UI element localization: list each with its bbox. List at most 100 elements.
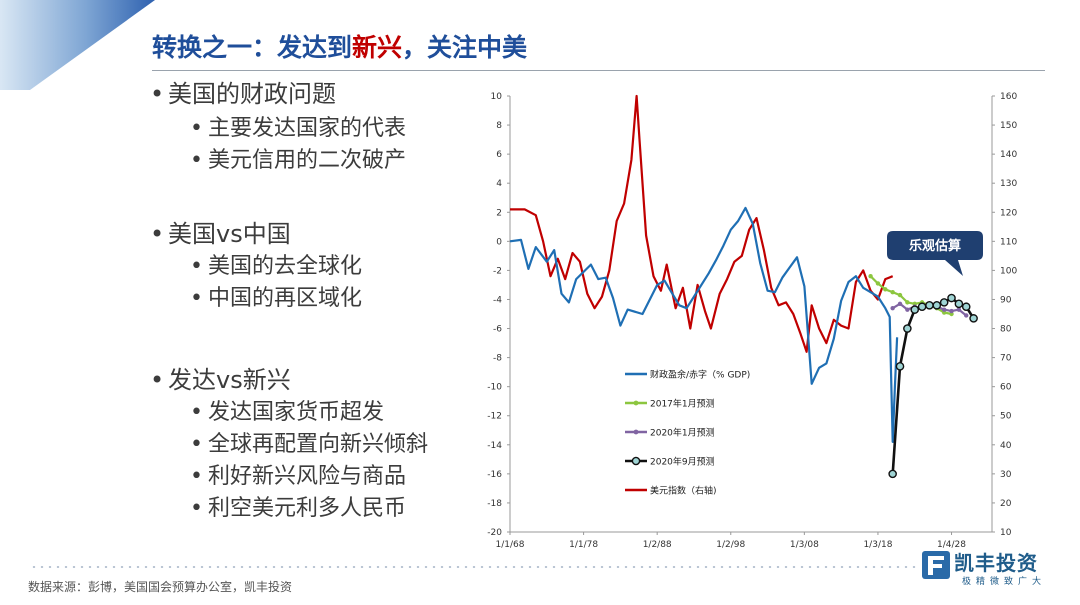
y-right-tick-label: 80	[1000, 325, 1012, 335]
bullet-dot: •	[190, 400, 203, 425]
x-tick-label: 1/2/98	[716, 540, 745, 550]
y-right-tick-label: 30	[1000, 470, 1012, 480]
y-right-tick-label: 90	[1000, 295, 1012, 305]
callout-label: 乐观估算	[909, 238, 961, 254]
series-point	[964, 313, 969, 318]
bullet-text: 利空美元利多人民币	[208, 496, 407, 521]
series-line	[891, 296, 975, 474]
bullet-dot: •	[190, 464, 203, 489]
y-left-tick-label: -12	[487, 412, 502, 422]
bullet-item: • 美国的财政问题	[150, 74, 336, 109]
x-tick-label: 1/3/08	[790, 540, 819, 550]
logo-tagline: 极精微致广大	[962, 577, 1047, 587]
series-point	[883, 287, 888, 292]
x-tick-label: 1/1/78	[569, 540, 598, 550]
dotted-separator	[30, 566, 920, 568]
series-point	[910, 305, 920, 314]
series-line	[509, 206, 899, 443]
y-right-tick-label: 10	[1000, 528, 1012, 538]
series-point	[954, 299, 964, 309]
series-point	[868, 274, 873, 279]
bullet-text: 发达国家货币超发	[208, 400, 385, 425]
deficit-dollar-chart: 1086420-2-4-6-8-10-12-14-16-18-201601501…	[487, 92, 1017, 550]
x-tick-label: 1/3/18	[863, 540, 892, 550]
y-left-tick-label: 8	[496, 121, 502, 131]
legend-label: 财政盈余/赤字（% GDP)	[650, 369, 750, 381]
x-tick-label: 1/4/28	[937, 540, 966, 550]
bullet-text: 美国的去全球化	[208, 254, 363, 279]
y-right-tick-label: 120	[1000, 208, 1017, 218]
y-right-tick-label: 40	[1000, 441, 1012, 451]
sub-bullet-item: • 利空美元利多人民币	[190, 490, 406, 522]
sub-bullet-item: • 主要发达国家的代表	[190, 110, 406, 142]
legend-marker	[633, 400, 639, 406]
sub-bullet-item: • 全球再配置向新兴倾斜	[190, 426, 428, 458]
sub-bullet-item: • 发达国家货币超发	[190, 394, 384, 426]
series-point	[932, 300, 942, 310]
callout-bubble	[887, 231, 983, 276]
bullet-text: 中国的再区域化	[208, 286, 363, 311]
bullet-dot: •	[190, 496, 203, 521]
y-right-tick-label: 140	[1000, 150, 1017, 160]
series-point	[905, 300, 910, 305]
bullet-text: 美国的财政问题	[168, 80, 336, 108]
sub-bullet-item: • 美国的去全球化	[190, 248, 362, 280]
y-left-tick-label: -2	[493, 266, 502, 276]
sub-bullet-item: • 利好新兴风险与商品	[190, 458, 406, 490]
title-highlight: 新兴	[352, 33, 403, 62]
x-tick-label: 1/2/88	[643, 540, 672, 550]
logo-mark-icon	[922, 551, 950, 579]
series-point	[890, 305, 895, 311]
y-left-tick-label: -8	[493, 354, 502, 364]
series-point	[949, 308, 954, 314]
legend-label: 2020年9月预测	[650, 456, 715, 468]
title-divider	[152, 70, 1045, 71]
series-point	[961, 302, 971, 312]
title-part1: 转换之一：发达到	[152, 33, 353, 62]
y-right-tick-label: 160	[1000, 92, 1017, 102]
y-left-tick-label: -16	[487, 470, 502, 480]
y-left-tick-label: -20	[487, 528, 502, 538]
series-point	[897, 292, 903, 298]
y-right-tick-label: 50	[1000, 412, 1012, 422]
bullet-text: 全球再配置向新兴倾斜	[208, 432, 429, 457]
y-left-tick-label: -6	[493, 325, 502, 335]
source-note: 数据来源：彭博，美国国会预算办公室，凯丰投资	[28, 580, 293, 594]
bullet-text: 利好新兴风险与商品	[208, 464, 407, 489]
series-point	[925, 300, 934, 310]
sub-bullet-item: • 美元信用的二次破产	[190, 142, 406, 174]
y-left-tick-label: 4	[496, 179, 502, 189]
bullet-dot: •	[190, 254, 203, 279]
bullet-dot: •	[190, 148, 203, 173]
page-title: 转换之一：发达到新兴，关注中美	[152, 28, 527, 64]
series-point	[941, 307, 947, 312]
series-point	[939, 298, 949, 307]
title-part2: ，关注中美	[402, 33, 528, 62]
bullet-text: 美元信用的二次破产	[208, 148, 407, 173]
bullet-dot: •	[150, 80, 165, 108]
y-right-tick-label: 70	[1000, 354, 1012, 364]
y-left-tick-label: -14	[487, 441, 502, 451]
series-point	[895, 362, 905, 371]
legend-marker	[633, 429, 639, 435]
x-tick-label: 1/1/68	[496, 540, 525, 550]
y-right-tick-label: 20	[1000, 499, 1012, 509]
y-left-tick-label: 6	[496, 150, 502, 160]
legend-marker	[631, 456, 641, 466]
y-left-tick-label: 2	[496, 208, 502, 218]
series-point	[888, 469, 897, 479]
y-left-tick-label: -4	[493, 295, 502, 305]
series-point	[890, 290, 895, 295]
bullet-dot: •	[190, 286, 203, 311]
legend-label: 美元指数（右轴)	[650, 485, 717, 497]
y-right-tick-label: 60	[1000, 383, 1012, 393]
bullet-item: • 发达vs新兴	[150, 360, 291, 395]
y-left-tick-label: -10	[487, 383, 502, 393]
y-left-tick-label: 0	[496, 237, 502, 247]
legend-label: 2017年1月预测	[650, 398, 715, 410]
bullet-text: 美国vs中国	[168, 220, 291, 248]
bullet-item: • 美国vs中国	[150, 214, 291, 249]
series-point	[903, 324, 912, 333]
series-point	[905, 307, 910, 312]
series-point	[897, 301, 903, 307]
